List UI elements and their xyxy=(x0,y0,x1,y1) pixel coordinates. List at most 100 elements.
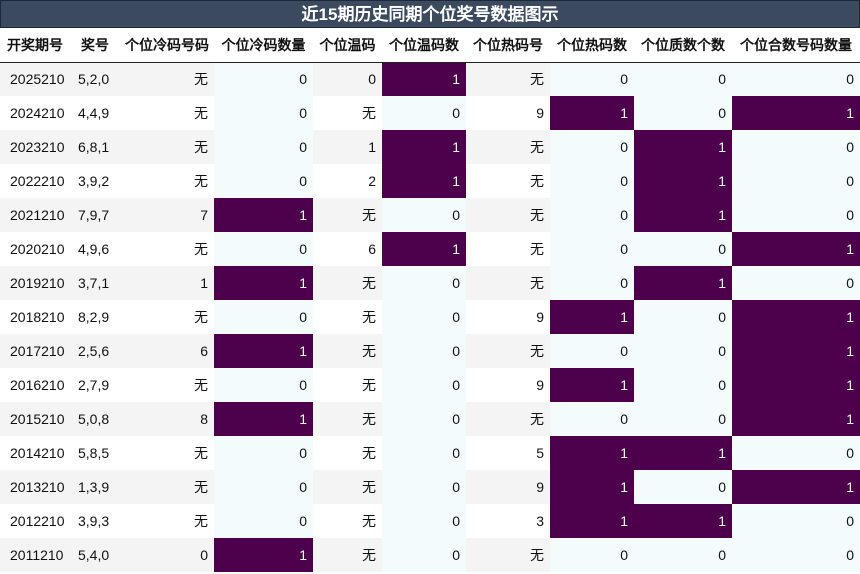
cell-hot-number: 9 xyxy=(536,377,544,393)
cell-cold-number: 无 xyxy=(194,445,208,461)
header-warm-count: 个位温码数 xyxy=(382,28,466,63)
cell-warm-number: 0 xyxy=(368,71,376,88)
cell-warm-count: 0 xyxy=(382,198,466,232)
header-cold-number: 个位冷码号码 xyxy=(120,28,214,63)
header-warm-number: 个位温码 xyxy=(313,28,382,63)
cell-period: 2015210 xyxy=(10,411,65,427)
cell-prime-count: 0 xyxy=(634,232,732,266)
cell-cold-count: 1 xyxy=(214,538,313,572)
cell-cold-count: 0 xyxy=(214,470,313,504)
cell-numbers: 4,4,9 xyxy=(78,105,110,121)
table-row: 2024210 4,4,9 无 0 无 0 9 1 0 1 xyxy=(0,96,860,130)
cell-numbers: 8,2,9 xyxy=(78,309,110,325)
cell-period: 2022210 xyxy=(10,173,65,189)
cell-cold-number: 无 xyxy=(194,241,208,257)
cell-warm-number: 6 xyxy=(368,241,376,257)
cell-hot-count: 1 xyxy=(550,368,634,402)
cell-warm-number: 2 xyxy=(368,173,376,189)
table-row: 2015210 5,0,8 8 1 无 0 无 0 0 1 xyxy=(0,402,860,436)
cell-hot-number: 9 xyxy=(536,105,544,121)
header-hot-count: 个位热码数 xyxy=(550,28,634,63)
cell-composite-count: 0 xyxy=(732,198,860,232)
cell-numbers: 2,7,9 xyxy=(78,377,110,393)
cell-warm-number: 无 xyxy=(362,411,376,427)
cell-cold-count: 0 xyxy=(214,232,313,266)
cell-hot-count: 0 xyxy=(550,538,634,572)
table-row: 2014210 5,8,5 无 0 无 0 5 1 1 0 xyxy=(0,436,860,470)
cell-hot-count: 0 xyxy=(550,402,634,436)
cell-cold-number: 8 xyxy=(200,411,208,427)
cell-hot-count: 0 xyxy=(550,266,634,300)
cell-warm-count: 0 xyxy=(382,402,466,436)
cell-hot-number: 无 xyxy=(530,71,544,88)
cell-hot-count: 0 xyxy=(550,164,634,198)
cell-period: 2013210 xyxy=(10,479,65,495)
cell-cold-number: 6 xyxy=(200,343,208,359)
cell-cold-count: 0 xyxy=(214,62,313,96)
cell-cold-number: 无 xyxy=(194,377,208,393)
cell-hot-count: 0 xyxy=(550,334,634,368)
cell-cold-count: 0 xyxy=(214,504,313,538)
header-cold-count: 个位冷码数量 xyxy=(214,28,313,63)
cell-warm-number: 无 xyxy=(362,343,376,359)
cell-warm-number: 无 xyxy=(362,377,376,393)
cell-period: 2020210 xyxy=(10,241,65,257)
header-prime-count: 个位质数个数 xyxy=(634,28,732,63)
cell-composite-count: 1 xyxy=(732,232,860,266)
cell-period: 2019210 xyxy=(10,275,65,291)
cell-warm-number: 无 xyxy=(362,207,376,223)
cell-prime-count: 0 xyxy=(634,300,732,334)
header-period: 开奖期号 xyxy=(0,28,70,63)
cell-hot-number: 无 xyxy=(530,139,544,155)
cell-numbers: 6,8,1 xyxy=(78,139,110,155)
cell-prime-count: 1 xyxy=(634,164,732,198)
cell-cold-number: 无 xyxy=(194,479,208,495)
table-row: 2019210 3,7,1 1 1 无 0 无 0 1 0 xyxy=(0,266,860,300)
cell-numbers: 7,9,7 xyxy=(78,207,110,223)
cell-warm-number: 无 xyxy=(362,105,376,121)
cell-hot-count: 1 xyxy=(550,300,634,334)
cell-hot-count: 0 xyxy=(550,198,634,232)
cell-hot-number: 无 xyxy=(530,241,544,257)
cell-cold-number: 无 xyxy=(194,173,208,189)
cell-cold-count: 1 xyxy=(214,266,313,300)
cell-hot-number: 无 xyxy=(530,207,544,223)
cell-hot-count: 1 xyxy=(550,470,634,504)
cell-hot-number: 9 xyxy=(536,309,544,325)
cell-hot-number: 3 xyxy=(536,513,544,529)
cell-cold-count: 1 xyxy=(214,198,313,232)
cell-hot-number: 9 xyxy=(536,479,544,495)
cell-numbers: 3,7,1 xyxy=(78,275,110,291)
cell-hot-number: 无 xyxy=(530,275,544,291)
cell-warm-count: 0 xyxy=(382,538,466,572)
cell-warm-count: 1 xyxy=(382,130,466,164)
cell-period: 2024210 xyxy=(10,105,65,121)
table-row: 2020210 4,9,6 无 0 6 1 无 0 0 1 xyxy=(0,232,860,266)
cell-composite-count: 0 xyxy=(732,436,860,470)
table-row: 2017210 2,5,6 6 1 无 0 无 0 0 1 xyxy=(0,334,860,368)
cell-warm-number: 1 xyxy=(368,139,376,155)
cell-numbers: 5,4,0 xyxy=(78,547,110,563)
cell-composite-count: 1 xyxy=(732,334,860,368)
cell-period: 2014210 xyxy=(10,445,65,461)
cell-numbers: 5,0,8 xyxy=(78,411,110,427)
cell-warm-count: 0 xyxy=(382,96,466,130)
cell-prime-count: 0 xyxy=(634,402,732,436)
cell-numbers: 3,9,3 xyxy=(78,513,110,529)
cell-hot-number: 无 xyxy=(530,173,544,189)
cell-prime-count: 1 xyxy=(634,436,732,470)
cell-prime-count: 1 xyxy=(634,130,732,164)
page-title: 近15期历史同期个位奖号数据图示 xyxy=(0,0,860,28)
cell-warm-number: 无 xyxy=(362,513,376,529)
cell-warm-count: 1 xyxy=(382,164,466,198)
cell-composite-count: 1 xyxy=(732,96,860,130)
cell-warm-count: 0 xyxy=(382,504,466,538)
cell-warm-number: 无 xyxy=(362,309,376,325)
header-composite-count: 个位合数号码数量 xyxy=(732,28,860,63)
cell-cold-count: 1 xyxy=(214,402,313,436)
cell-hot-count: 0 xyxy=(550,62,634,96)
cell-prime-count: 0 xyxy=(634,368,732,402)
cell-warm-count: 0 xyxy=(382,436,466,470)
cell-period: 2011210 xyxy=(10,547,64,563)
cell-numbers: 5,2,0 xyxy=(78,71,110,88)
